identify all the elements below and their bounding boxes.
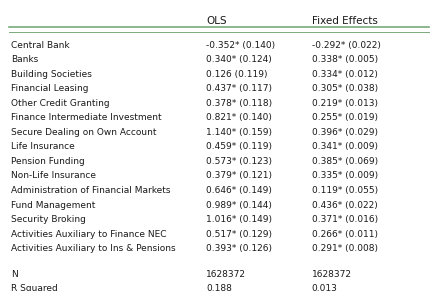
Text: 0.393* (0.126): 0.393* (0.126) [206, 244, 272, 253]
Text: -0.292* (0.022): -0.292* (0.022) [311, 41, 380, 50]
Text: 0.013: 0.013 [311, 284, 337, 291]
Text: N: N [11, 270, 18, 279]
Text: 0.378* (0.118): 0.378* (0.118) [206, 99, 272, 108]
Text: 0.340* (0.124): 0.340* (0.124) [206, 55, 272, 64]
Text: 0.291* (0.008): 0.291* (0.008) [311, 244, 378, 253]
Text: 0.341* (0.009): 0.341* (0.009) [311, 142, 378, 151]
Text: 0.821* (0.140): 0.821* (0.140) [206, 113, 272, 123]
Text: 0.188: 0.188 [206, 284, 232, 291]
Text: 0.335* (0.009): 0.335* (0.009) [311, 171, 378, 180]
Text: Fund Management: Fund Management [11, 200, 95, 210]
Text: OLS: OLS [206, 16, 227, 26]
Text: 0.385* (0.069): 0.385* (0.069) [311, 157, 378, 166]
Text: 1.140* (0.159): 1.140* (0.159) [206, 128, 272, 137]
Text: Non-Life Insurance: Non-Life Insurance [11, 171, 96, 180]
Text: 0.334* (0.012): 0.334* (0.012) [311, 70, 378, 79]
Text: Banks: Banks [11, 55, 38, 64]
Text: Central Bank: Central Bank [11, 41, 70, 50]
Text: Administration of Financial Markets: Administration of Financial Markets [11, 186, 170, 195]
Text: -0.352* (0.140): -0.352* (0.140) [206, 41, 276, 50]
Text: Pension Funding: Pension Funding [11, 157, 85, 166]
Text: 0.305* (0.038): 0.305* (0.038) [311, 84, 378, 93]
Text: Secure Dealing on Own Account: Secure Dealing on Own Account [11, 128, 156, 137]
Text: Life Insurance: Life Insurance [11, 142, 74, 151]
Text: 0.255* (0.019): 0.255* (0.019) [311, 113, 378, 123]
Text: Other Credit Granting: Other Credit Granting [11, 99, 110, 108]
Text: 1628372: 1628372 [206, 270, 247, 279]
Text: 1.016* (0.149): 1.016* (0.149) [206, 215, 272, 224]
Text: Activities Auxiliary to Ins & Pensions: Activities Auxiliary to Ins & Pensions [11, 244, 176, 253]
Text: 0.371* (0.016): 0.371* (0.016) [311, 215, 378, 224]
Text: 0.573* (0.123): 0.573* (0.123) [206, 157, 272, 166]
Text: 0.436* (0.022): 0.436* (0.022) [311, 200, 377, 210]
Text: Security Broking: Security Broking [11, 215, 86, 224]
Text: 0.396* (0.029): 0.396* (0.029) [311, 128, 378, 137]
Text: R Squared: R Squared [11, 284, 58, 291]
Text: 0.989* (0.144): 0.989* (0.144) [206, 200, 272, 210]
Text: 0.126 (0.119): 0.126 (0.119) [206, 70, 268, 79]
Text: Finance Intermediate Investment: Finance Intermediate Investment [11, 113, 162, 123]
Text: Financial Leasing: Financial Leasing [11, 84, 88, 93]
Text: 0.437* (0.117): 0.437* (0.117) [206, 84, 272, 93]
Text: Fixed Effects: Fixed Effects [311, 16, 378, 26]
Text: 0.266* (0.011): 0.266* (0.011) [311, 230, 378, 239]
Text: 0.646* (0.149): 0.646* (0.149) [206, 186, 272, 195]
Text: 0.219* (0.013): 0.219* (0.013) [311, 99, 378, 108]
Text: 0.517* (0.129): 0.517* (0.129) [206, 230, 272, 239]
Text: 0.379* (0.121): 0.379* (0.121) [206, 171, 272, 180]
Text: 1628372: 1628372 [311, 270, 352, 279]
Text: 0.119* (0.055): 0.119* (0.055) [311, 186, 378, 195]
Text: 0.459* (0.119): 0.459* (0.119) [206, 142, 272, 151]
Text: 0.338* (0.005): 0.338* (0.005) [311, 55, 378, 64]
Text: Building Societies: Building Societies [11, 70, 92, 79]
Text: Activities Auxiliary to Finance NEC: Activities Auxiliary to Finance NEC [11, 230, 166, 239]
